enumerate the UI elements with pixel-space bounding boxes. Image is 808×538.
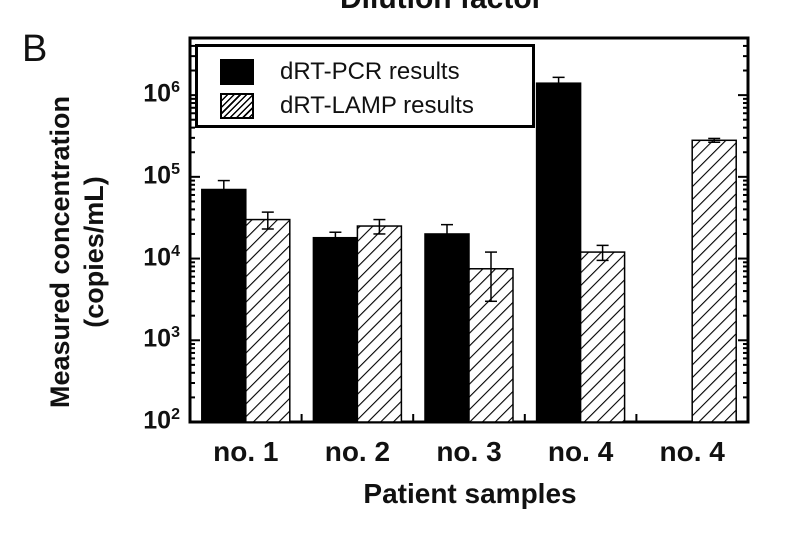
x-axis-label: Patient samples [363,478,577,509]
y-tick-label-base: 10 [143,79,172,108]
y-axis-label-line-1: Measured concentration [45,95,75,409]
y-tick-label-base: 10 [143,406,172,435]
bar-pcr-1 [201,188,247,423]
dilution-factor-title: Dilution factor [340,0,543,16]
bar-pcr-2 [312,236,359,423]
legend-swatch-solid [220,59,254,85]
y-tick-label-exponent: 5 [171,160,180,178]
x-tick-label: no. 4 [547,436,614,467]
bar-pcr-4 [535,82,582,423]
bar-lamp-4 [579,251,626,423]
panel-label: B [22,28,48,70]
legend-label-lamp: dRT-LAMP results [280,92,474,119]
y-tick-label: 103 [118,324,180,353]
legend-label-pcr: dRT-PCR results [280,58,460,85]
legend-item-lamp: dRT-LAMP results [220,91,474,121]
y-tick-label: 106 [118,79,180,108]
legend-item-pcr: dRT-PCR results [220,57,460,87]
y-axis-label-wrap: Measured concentration (copies/mL) [42,62,112,442]
y-tick-label: 105 [118,161,180,190]
y-tick-label-exponent: 3 [171,324,180,342]
y-tick-label: 104 [118,243,180,272]
y-tick-label-exponent: 4 [171,242,180,260]
x-tick-label: no. 2 [324,436,391,467]
x-tick-label: no. 1 [213,436,279,467]
y-axis-label: Measured concentration (copies/mL) [43,96,111,408]
bar-lamp-5 [691,139,737,423]
bar-pcr-3 [424,233,470,423]
legend-swatch-hatch [220,93,254,119]
y-tick-label-exponent: 2 [171,406,180,423]
x-tick-label: no. 4 [659,436,725,467]
y-axis-label-line-2: (copies/mL) [79,176,109,328]
bar-lamp-2 [356,225,403,423]
bar-lamp-1 [245,218,291,423]
y-tick-label-base: 10 [143,324,172,353]
y-tick-label: 102 [118,406,180,435]
y-tick-label-base: 10 [143,242,172,271]
y-tick-label-exponent: 6 [171,79,180,97]
legend: dRT-PCR results dRT-LAMP results [195,44,535,128]
x-tick-label: no. 3 [436,436,502,467]
y-tick-label-base: 10 [143,161,172,190]
